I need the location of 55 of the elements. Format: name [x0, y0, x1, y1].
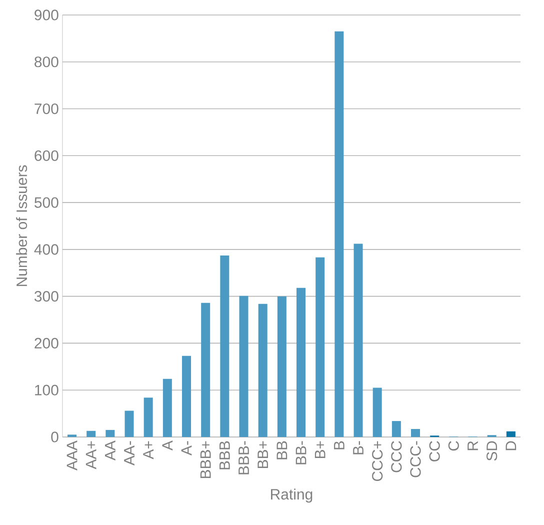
x-tick-label: CCC- [410, 441, 421, 478]
x-tick-label: D [506, 441, 516, 450]
x-tick-label: CCC [391, 441, 402, 472]
y-tick-label: 300 [34, 291, 58, 302]
x-tick-label: B+ [314, 441, 326, 458]
bar [277, 296, 286, 437]
x-tick-label: CC [429, 441, 440, 462]
bar [392, 421, 401, 437]
bar [201, 302, 210, 437]
bar [372, 388, 382, 437]
x-tick-label: BB+ [258, 441, 268, 468]
x-tick-label: BB [276, 441, 288, 460]
bar [334, 31, 344, 437]
bar [106, 430, 115, 437]
y-tick-label: 400 [34, 244, 58, 255]
x-tick-label: B- [353, 441, 364, 454]
x-tick-label: A+ [143, 441, 154, 460]
y-axis-title: Number of Issuers [16, 165, 28, 286]
x-tick-label: BBB- [238, 441, 249, 474]
bar [239, 296, 248, 437]
x-tick-label: R [468, 441, 478, 450]
x-tick-label: A [162, 440, 173, 450]
x-tick-label: A- [181, 441, 192, 456]
x-tick-label: BBB [220, 441, 230, 470]
x-tick-label: AA [105, 440, 116, 460]
bar [220, 256, 230, 437]
x-tick-label: BBB+ [200, 441, 211, 478]
y-tick-label: 0 [51, 432, 58, 442]
y-tick-label: 200 [34, 338, 58, 349]
y-tick-label: 900 [34, 10, 58, 20]
x-tick-label: CCC+ [372, 441, 383, 481]
bar [296, 288, 306, 437]
y-tick-label: 800 [34, 56, 58, 68]
bar [182, 356, 192, 437]
x-tick-label: BB- [296, 441, 306, 464]
x-tick-label: SD [486, 441, 498, 461]
x-tick-label: AAA [66, 440, 78, 470]
bar [258, 304, 268, 437]
y-tick-label: 600 [34, 150, 58, 161]
x-tick-label: AA- [124, 441, 134, 466]
bar [162, 378, 172, 437]
y-tick-label: 100 [35, 384, 58, 396]
x-axis-title: Rating [271, 488, 312, 503]
bar [506, 431, 516, 437]
y-tick-label: 500 [34, 197, 58, 208]
bar [86, 430, 96, 437]
bar [411, 429, 420, 437]
bar [124, 410, 134, 437]
bar [354, 244, 363, 437]
x-tick-label: AA+ [86, 441, 96, 470]
bar [144, 398, 153, 437]
y-tick-label: 700 [34, 103, 58, 114]
x-tick-label: C [448, 441, 459, 451]
bar [316, 257, 325, 437]
x-tick-label: B [334, 441, 344, 450]
